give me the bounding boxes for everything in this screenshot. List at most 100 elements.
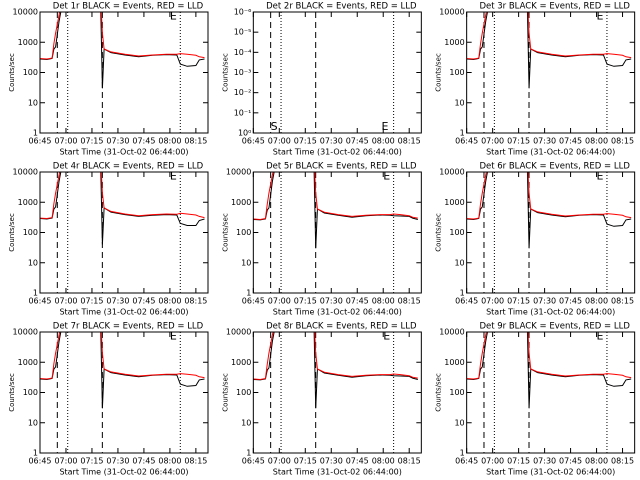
x-tick-label: 07:00 bbox=[268, 297, 291, 306]
series-line bbox=[466, 12, 632, 89]
x-tick-label: 07:00 bbox=[54, 457, 77, 466]
y-tick-label: 1 bbox=[246, 289, 251, 298]
panel-title: Det 2r BLACK = Events, RED = LLD bbox=[266, 2, 417, 12]
x-axis-label: Start Time (31-Oct-02 06:44:00) bbox=[273, 468, 402, 477]
panel-title: Det 4r BLACK = Events, RED = LLD bbox=[53, 162, 204, 172]
x-tick-label: 08:15 bbox=[184, 297, 207, 306]
y-tick-label: 10 bbox=[241, 258, 251, 267]
x-tick-label: 06:45 bbox=[242, 137, 265, 146]
series-line bbox=[253, 172, 418, 249]
y-tick-label: 10000 bbox=[226, 328, 251, 337]
x-tick-label: 07:00 bbox=[481, 137, 504, 146]
panel: Det 6r BLACK = Events, RED = LLD Counts/s… bbox=[435, 162, 636, 317]
x-tick-label: 08:00 bbox=[372, 457, 395, 466]
x-axis-label: Start Time (31-Oct-02 06:44:00) bbox=[273, 308, 402, 317]
y-tick-label: 10000 bbox=[226, 168, 251, 177]
plot-frame bbox=[39, 171, 209, 294]
panel: Det 1r BLACK = Events, RED = LLD Counts/s… bbox=[8, 2, 209, 157]
x-tick-label: 07:45 bbox=[559, 457, 582, 466]
x-tick-label: 08:15 bbox=[611, 297, 634, 306]
annotation: E bbox=[597, 170, 604, 183]
y-tick-label: 1000 bbox=[18, 198, 38, 207]
y-tick-label: 10000 bbox=[439, 168, 464, 177]
series-line bbox=[253, 332, 418, 409]
panel-title: Det 9r BLACK = Events, RED = LLD bbox=[479, 322, 630, 332]
x-tick-label: 08:00 bbox=[585, 137, 608, 146]
series-line bbox=[40, 332, 205, 380]
panel-title: Det 6r BLACK = Events, RED = LLD bbox=[479, 162, 630, 172]
x-tick-label: 07:30 bbox=[533, 137, 556, 146]
x-tick-label: 07:30 bbox=[320, 137, 343, 146]
y-axis-label: Counts/sec bbox=[221, 373, 229, 412]
panel: Det 9r BLACK = Events, RED = LLD Counts/s… bbox=[435, 322, 636, 477]
x-tick-label: 07:15 bbox=[507, 297, 530, 306]
series-line bbox=[466, 332, 632, 380]
annotation: E bbox=[170, 170, 177, 183]
series-line bbox=[466, 172, 632, 249]
y-tick-label: 1 bbox=[460, 129, 465, 138]
panel-title: Det 1r BLACK = Events, RED = LLD bbox=[53, 2, 204, 12]
y-tick-label: 1 bbox=[33, 289, 38, 298]
y-tick-label: 10000 bbox=[13, 8, 38, 17]
x-tick-label: 07:15 bbox=[294, 457, 317, 466]
panel-title: Det 3r BLACK = Events, RED = LLD bbox=[479, 2, 630, 12]
y-axis-label: Counts/sec bbox=[435, 213, 443, 252]
panel-title: Det 7r BLACK = Events, RED = LLD bbox=[53, 322, 204, 332]
x-tick-label: 07:45 bbox=[346, 457, 369, 466]
x-tick-label: 06:45 bbox=[28, 297, 51, 306]
panel: Det 5r BLACK = Events, RED = LLD Counts/s… bbox=[221, 162, 422, 317]
plot-frame bbox=[39, 331, 209, 454]
x-tick-label: 06:45 bbox=[455, 457, 478, 466]
x-tick-label: 07:15 bbox=[294, 297, 317, 306]
plot-frame bbox=[466, 171, 636, 294]
y-tick-label: 10 bbox=[28, 98, 38, 107]
y-tick-label: 1000 bbox=[18, 358, 38, 367]
x-tick-label: 08:00 bbox=[372, 137, 395, 146]
x-tick-label: 07:15 bbox=[507, 457, 530, 466]
plot-frame bbox=[466, 331, 636, 454]
x-tick-label: 07:30 bbox=[106, 297, 129, 306]
y-tick-label: 100 bbox=[449, 68, 464, 77]
y-tick-label: 10 bbox=[241, 418, 251, 427]
x-tick-label: 08:00 bbox=[158, 457, 181, 466]
y-tick-label: 1 bbox=[460, 289, 465, 298]
y-tick-label: 1 bbox=[460, 449, 465, 458]
x-tick-label: 07:15 bbox=[80, 457, 103, 466]
x-tick-label: 07:15 bbox=[80, 137, 103, 146]
x-tick-label: 06:45 bbox=[455, 137, 478, 146]
x-tick-label: 08:15 bbox=[184, 137, 207, 146]
x-tick-label: 07:00 bbox=[268, 457, 291, 466]
x-tick-label: 07:15 bbox=[507, 137, 530, 146]
x-tick-label: 08:00 bbox=[372, 297, 395, 306]
y-tick-label: 100 bbox=[236, 388, 251, 397]
y-tick-label: 1000 bbox=[18, 38, 38, 47]
x-tick-label: 07:00 bbox=[268, 137, 291, 146]
y-tick-label: 100 bbox=[449, 388, 464, 397]
x-tick-label: 08:15 bbox=[611, 137, 634, 146]
x-tick-label: 06:45 bbox=[455, 297, 478, 306]
x-tick-label: 07:00 bbox=[54, 137, 77, 146]
panel-title: Det 8r BLACK = Events, RED = LLD bbox=[266, 322, 417, 332]
y-tick-label: 10 bbox=[454, 258, 464, 267]
y-axis-label: Counts/sec bbox=[8, 53, 16, 92]
annotation: E bbox=[381, 120, 388, 133]
y-tick-label: 1000 bbox=[444, 38, 464, 47]
x-tick-label: 08:15 bbox=[398, 297, 421, 306]
annotation: S bbox=[271, 120, 278, 133]
x-tick-label: 08:00 bbox=[585, 457, 608, 466]
y-axis-label: Counts/sec bbox=[8, 213, 16, 252]
plot-frame bbox=[252, 11, 422, 134]
y-tick-label: 1000 bbox=[444, 358, 464, 367]
y-tick-label: 10 bbox=[28, 418, 38, 427]
x-axis-label: Start Time (31-Oct-02 06:44:00) bbox=[59, 308, 188, 317]
x-axis-label: Start Time (31-Oct-02 06:44:00) bbox=[486, 148, 615, 157]
panel: Det 8r BLACK = Events, RED = LLD Counts/s… bbox=[221, 322, 422, 477]
x-tick-label: 07:45 bbox=[132, 457, 155, 466]
plot-frame bbox=[39, 11, 209, 134]
x-tick-label: 06:45 bbox=[28, 137, 51, 146]
series-line bbox=[466, 332, 632, 409]
plot-frame bbox=[466, 11, 636, 134]
x-tick-label: 08:00 bbox=[158, 297, 181, 306]
x-tick-label: 07:30 bbox=[320, 457, 343, 466]
